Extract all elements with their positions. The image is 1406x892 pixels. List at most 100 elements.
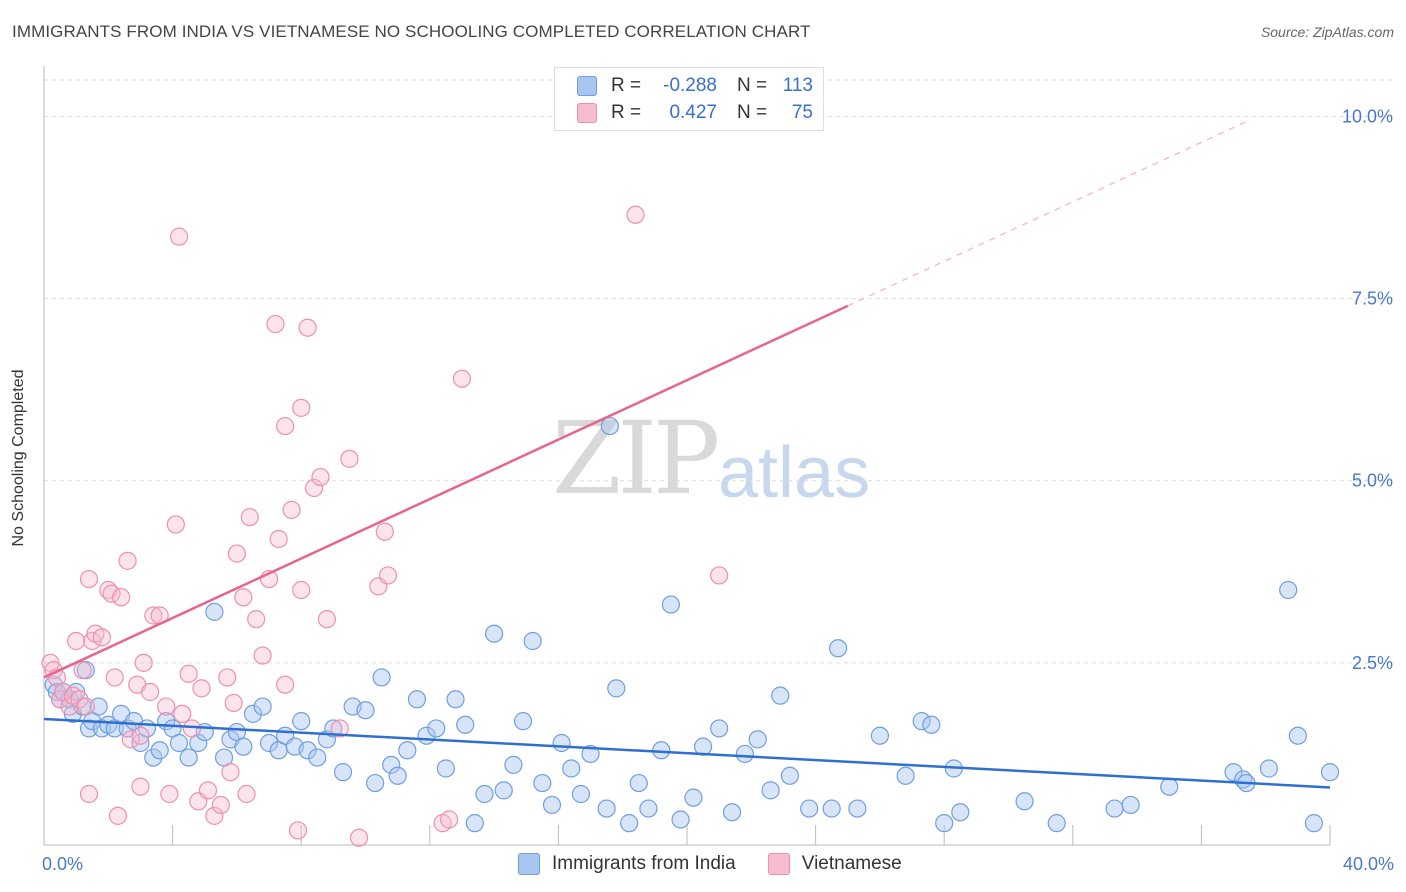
vietnamese-point: [157, 697, 176, 716]
vietnamese-point: [182, 719, 201, 738]
india-point: [298, 741, 317, 760]
vietnamese-point: [205, 806, 224, 825]
india-point: [494, 781, 513, 800]
india-point: [620, 814, 639, 833]
india-point: [735, 744, 754, 764]
india-point: [292, 712, 311, 731]
india-point: [771, 686, 790, 705]
vietnamese-point: [105, 668, 124, 687]
india-point: [243, 704, 263, 723]
vietnamese-point: [282, 500, 301, 519]
india-point: [870, 726, 890, 745]
india-point: [388, 766, 407, 785]
india-point: [542, 795, 562, 815]
correlation-legend: R = -0.288 N = 113 R = 0.427 N = 75: [554, 67, 824, 131]
india-point: [324, 719, 343, 738]
legend-item-vietnamese[interactable]: Vietnamese: [767, 853, 902, 875]
india-point: [169, 733, 189, 753]
india-point: [581, 744, 600, 764]
vietnamese-point: [67, 631, 86, 651]
vietnamese-point: [70, 690, 89, 709]
india-point: [1015, 792, 1034, 811]
vietnamese-point: [131, 777, 150, 796]
vietnamese-point: [112, 588, 131, 607]
india-point: [1320, 763, 1340, 782]
india-point: [912, 712, 931, 731]
india-point: [456, 715, 475, 734]
vietnamese-point: [317, 610, 337, 629]
india-point: [523, 631, 542, 651]
india-point: [234, 737, 253, 756]
india-point: [333, 763, 353, 782]
vietnamese-point: [121, 730, 140, 749]
india-point: [761, 781, 780, 800]
vietnamese-point: [311, 467, 330, 487]
india-point: [1047, 814, 1066, 833]
legend-item-india[interactable]: Immigrants from India: [518, 853, 736, 875]
vietnamese-point: [288, 821, 308, 840]
y-tick-label: 10.0%: [1342, 106, 1393, 126]
vietnamese-point: [269, 529, 288, 549]
india-point: [1224, 763, 1243, 782]
vietnamese-point: [169, 227, 189, 246]
india-point: [205, 602, 224, 621]
india-point: [671, 810, 690, 829]
india-point: [597, 799, 616, 818]
india-point: [356, 701, 375, 720]
x-tick-label: 40.0%: [1343, 854, 1394, 874]
india-point: [607, 679, 626, 698]
india-point: [684, 788, 703, 807]
vietnamese-point: [160, 784, 179, 804]
india-point: [800, 799, 819, 818]
vietnamese-point: [108, 806, 128, 825]
r-value: -0.288: [663, 75, 717, 96]
n-value: 75: [791, 102, 813, 123]
vietnamese-point: [227, 544, 246, 563]
vietnamese-point: [102, 584, 121, 603]
india-point: [179, 748, 198, 767]
source-label: Source: ZipAtlas.com: [1260, 24, 1394, 40]
india-point: [436, 759, 455, 778]
india-point: [504, 755, 523, 774]
vietnamese-point: [292, 398, 311, 417]
vietnamese-point: [378, 566, 398, 585]
vietnamese-point: [234, 588, 253, 607]
legend-label-india: Immigrants from India: [552, 853, 736, 874]
vietnamese-trend-extension: [847, 119, 1250, 307]
india-point: [398, 741, 417, 760]
india-point: [722, 803, 742, 822]
vietnamese-point: [221, 763, 240, 782]
chart-title: IMMIGRANTS FROM INDIA VS VIETNAMESE NO S…: [12, 22, 811, 41]
vietnamese-point: [211, 795, 230, 815]
india-point: [446, 690, 465, 709]
india-point: [259, 733, 279, 753]
india-point: [366, 773, 385, 793]
vietnamese-point: [304, 478, 324, 498]
vietnamese-point: [240, 508, 259, 527]
india-point: [382, 755, 401, 774]
india-point: [935, 814, 954, 833]
r-label: R =: [611, 75, 642, 96]
y-tick-label: 7.5%: [1352, 289, 1393, 309]
india-point: [475, 784, 494, 804]
vietnamese-point: [330, 719, 349, 738]
vietnamese-point: [118, 551, 137, 570]
series-legend: Immigrants from India Vietnamese: [518, 852, 934, 876]
india-point: [427, 719, 446, 738]
r-value: 0.427: [669, 102, 717, 123]
vietnamese-point: [349, 828, 369, 847]
india-point: [485, 624, 504, 643]
india-point: [253, 697, 272, 716]
india-point: [639, 799, 658, 818]
vietnamese-point: [73, 661, 92, 680]
india-point: [710, 719, 729, 738]
india-point: [848, 799, 867, 818]
legend-row-india: R = -0.288 N = 113: [577, 72, 813, 100]
legend-row-vietnamese: R = 0.427 N = 75: [577, 99, 813, 127]
india-point: [629, 773, 648, 793]
vietnamese-point: [439, 810, 459, 829]
india-point: [308, 748, 327, 767]
vietnamese-point: [131, 726, 150, 745]
y-tick-label: 2.5%: [1352, 653, 1393, 673]
vietnamese-point: [218, 668, 237, 687]
